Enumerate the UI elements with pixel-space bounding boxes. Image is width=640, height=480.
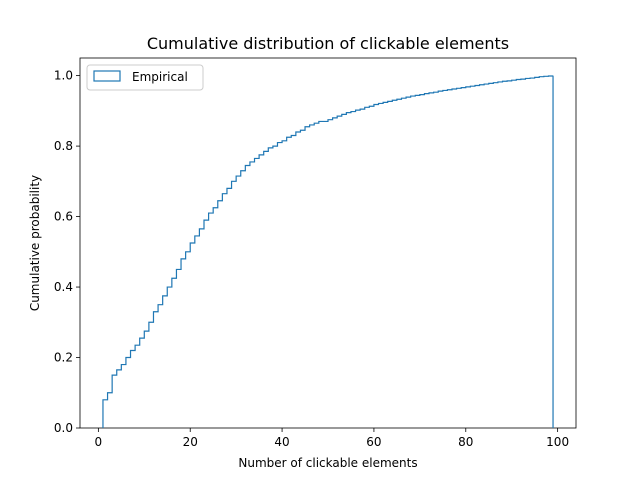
legend-label: Empirical — [132, 70, 188, 84]
empirical-cdf-line — [102, 75, 554, 428]
y-tick-label: 1.0 — [54, 69, 73, 83]
legend: Empirical — [86, 64, 204, 91]
x-ticks: 0 20 40 60 80 100 — [95, 428, 569, 449]
x-axis-label: Number of clickable elements — [238, 456, 417, 470]
legend-swatch — [93, 70, 121, 82]
x-tick-label: 0 — [95, 435, 103, 449]
plot-area: 0 20 40 60 80 100 0.0 0.2 0.4 0.6 0.8 1.0 — [54, 57, 577, 449]
x-tick-label: 100 — [546, 435, 569, 449]
series-layer — [102, 75, 554, 428]
x-tick-label: 40 — [274, 435, 289, 449]
x-tick-label: 60 — [366, 435, 381, 449]
x-tick-label: 20 — [183, 435, 198, 449]
y-tick-label: 0.4 — [54, 280, 73, 294]
x-tick-label: 80 — [458, 435, 473, 449]
y-tick-label: 0.6 — [54, 210, 73, 224]
y-tick-label: 0.2 — [54, 351, 73, 365]
plot-frame — [79, 57, 577, 429]
y-ticks: 0.0 0.2 0.4 0.6 0.8 1.0 — [54, 69, 80, 435]
y-tick-label: 0.0 — [54, 421, 73, 435]
y-tick-label: 0.8 — [54, 139, 73, 153]
y-axis-label: Cumulative probability — [28, 175, 42, 311]
chart-title: Cumulative distribution of clickable ele… — [147, 34, 509, 53]
